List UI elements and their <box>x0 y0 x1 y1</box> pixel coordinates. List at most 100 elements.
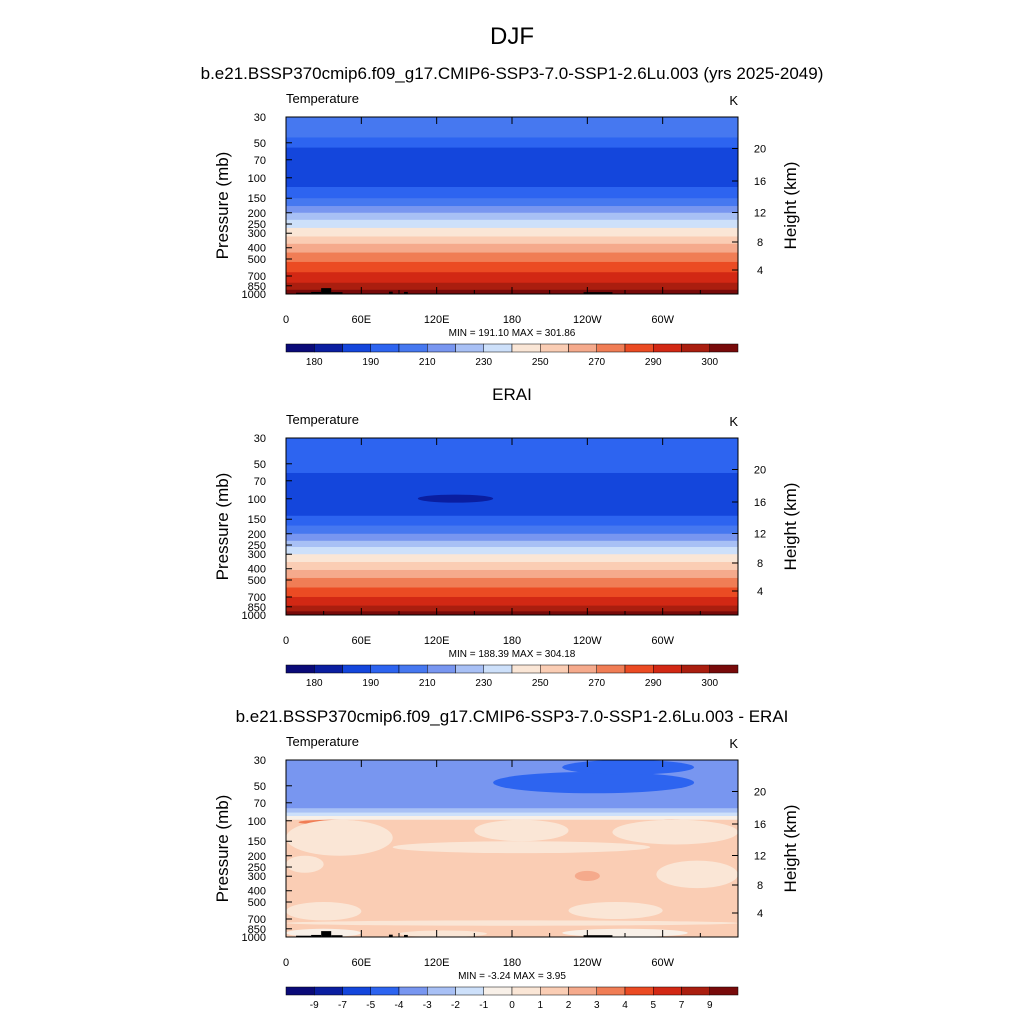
colorbar-swatch <box>314 664 343 674</box>
contour-region <box>286 819 393 856</box>
y-tick-label: 100 <box>248 494 266 506</box>
y-right-tick-label: 8 <box>757 558 763 570</box>
panel-title: b.e21.BSSP370cmip6.f09_g17.CMIP6-SSP3-7.… <box>201 64 824 83</box>
contour-band <box>286 554 738 563</box>
contour-band <box>286 562 738 571</box>
panel-left-label: Temperature <box>286 734 359 749</box>
y-tick-label: 150 <box>248 193 266 205</box>
colorbar-label: 3 <box>594 1000 600 1011</box>
colorbar-swatch <box>681 986 710 996</box>
colorbar-swatch <box>709 664 739 674</box>
y-right-tick-label: 20 <box>754 787 766 799</box>
colorbar-swatch <box>342 664 371 674</box>
contour-region <box>286 855 324 873</box>
colorbar-label: -1 <box>479 1000 488 1011</box>
y-tick-label: 150 <box>248 514 266 526</box>
min-max-label: MIN = 191.10 MAX = 301.86 <box>449 328 576 339</box>
x-tick-label: 0 <box>283 957 289 969</box>
contour-field <box>286 117 738 294</box>
colorbar-label: -4 <box>395 1000 404 1011</box>
y-right-tick-label: 8 <box>757 237 763 249</box>
colorbar-swatch <box>653 664 682 674</box>
colorbar-swatch <box>540 343 569 353</box>
y-tick-label: 300 <box>248 549 266 561</box>
colorbar-swatch <box>709 986 739 996</box>
colorbar-swatch <box>596 664 626 674</box>
colorbar-label: 210 <box>419 357 436 368</box>
colorbar-swatch <box>568 986 597 996</box>
panel-3: b.e21.BSSP370cmip6.f09_g17.CMIP6-SSP3-7.… <box>213 707 800 1011</box>
contour-band <box>286 198 738 207</box>
y-tick-label: 70 <box>254 798 266 810</box>
panel-units: K <box>729 414 738 429</box>
contour-band <box>286 569 738 579</box>
y-right-axis-label: Height (km) <box>781 483 800 571</box>
colorbar-label: 190 <box>362 357 379 368</box>
colorbar-label: 2 <box>566 1000 572 1011</box>
y-tick-label: 70 <box>254 155 266 167</box>
y-tick-label: 100 <box>248 173 266 185</box>
y-tick-label: 200 <box>248 208 266 220</box>
colorbar-swatch <box>653 343 682 353</box>
contour-region <box>286 902 362 921</box>
y-tick-label: 300 <box>248 228 266 240</box>
contour-band <box>286 252 738 263</box>
colorbar-swatch <box>596 986 626 996</box>
contour-band <box>286 547 738 555</box>
y-axis-label: Pressure (mb) <box>213 795 232 903</box>
y-tick-label: 250 <box>248 219 266 231</box>
y-axis-label: Pressure (mb) <box>213 473 232 581</box>
colorbar-swatch <box>455 986 484 996</box>
terrain-mask <box>311 291 322 294</box>
colorbar-swatch <box>511 986 541 996</box>
colorbar-swatch <box>540 664 569 674</box>
y-tick-label: 50 <box>254 138 266 150</box>
y-tick-label: 1000 <box>242 289 266 301</box>
min-max-label: MIN = 188.39 MAX = 304.18 <box>449 649 576 660</box>
y-tick-label: 1000 <box>242 610 266 622</box>
y-tick-label: 50 <box>254 459 266 471</box>
colorbar-swatch <box>314 343 343 353</box>
contour-band <box>286 243 738 254</box>
y-tick-label: 200 <box>248 529 266 541</box>
y-right-tick-label: 16 <box>754 497 766 509</box>
panel-title: b.e21.BSSP370cmip6.f09_g17.CMIP6-SSP3-7.… <box>236 707 789 726</box>
terrain-mask <box>388 934 393 937</box>
colorbar-swatch <box>681 343 710 353</box>
colorbar-label: -3 <box>423 1000 432 1011</box>
contour-region <box>562 928 688 937</box>
colorbar-swatch <box>427 343 456 353</box>
colorbar-swatch <box>285 343 315 353</box>
y-right-axis-label: Height (km) <box>781 805 800 893</box>
colorbar-swatch <box>342 343 371 353</box>
panel-1: b.e21.BSSP370cmip6.f09_g17.CMIP6-SSP3-7.… <box>201 64 824 368</box>
colorbar-swatch <box>511 664 541 674</box>
contour-band <box>286 206 738 214</box>
y-right-tick-label: 12 <box>754 851 766 863</box>
colorbar-label: 180 <box>306 678 323 689</box>
y-tick-label: 700 <box>248 592 266 604</box>
colorbar-label: 210 <box>419 678 436 689</box>
contour-band <box>286 219 738 229</box>
x-tick-label: 180 <box>503 957 521 969</box>
colorbar-swatch <box>540 986 569 996</box>
y-tick-label: 30 <box>254 433 266 445</box>
contour-field <box>286 438 738 615</box>
colorbar-swatch <box>427 664 456 674</box>
colorbar-swatch <box>483 343 513 353</box>
colorbar-swatch <box>624 343 654 353</box>
y-tick-label: 100 <box>248 816 266 828</box>
contour-band <box>286 147 738 188</box>
panel-units: K <box>729 736 738 751</box>
x-tick-label: 180 <box>503 635 521 647</box>
contour-region <box>474 819 569 842</box>
contour-band <box>286 812 738 817</box>
terrain-mask <box>404 291 408 294</box>
y-tick-label: 150 <box>248 836 266 848</box>
y-tick-label: 850 <box>248 924 266 936</box>
y-tick-label: 700 <box>248 271 266 283</box>
colorbar-label: -2 <box>451 1000 460 1011</box>
colorbar-swatch <box>398 664 428 674</box>
panels: b.e21.BSSP370cmip6.f09_g17.CMIP6-SSP3-7.… <box>201 64 824 1011</box>
contour-band <box>286 261 738 273</box>
